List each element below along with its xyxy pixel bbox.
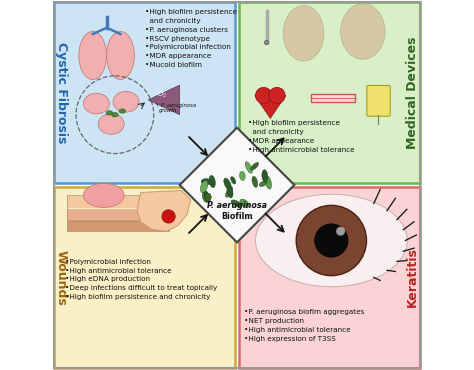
Ellipse shape	[341, 4, 385, 59]
Circle shape	[296, 205, 366, 276]
Ellipse shape	[204, 192, 210, 203]
Ellipse shape	[83, 93, 109, 114]
Ellipse shape	[262, 169, 268, 182]
Polygon shape	[148, 85, 180, 115]
FancyBboxPatch shape	[367, 85, 390, 116]
Ellipse shape	[111, 112, 118, 117]
Circle shape	[315, 224, 348, 257]
Text: •High biofilm persistence
  and chronicity
•P. aeruginosa clusters
•RSCV phenoty: •High biofilm persistence and chronicity…	[145, 9, 237, 68]
Ellipse shape	[264, 40, 269, 45]
Circle shape	[162, 210, 175, 223]
Text: P. aeruginosa: P. aeruginosa	[207, 201, 267, 210]
Ellipse shape	[283, 6, 324, 61]
Ellipse shape	[205, 193, 211, 201]
Text: Biofilm: Biofilm	[221, 212, 253, 221]
Ellipse shape	[209, 175, 215, 188]
Ellipse shape	[119, 109, 126, 113]
Ellipse shape	[231, 200, 241, 207]
Text: growth: growth	[159, 108, 177, 113]
Text: •P. aeruginosa biofim aggregates
•NET production
•High antimicrobial tolerance
•: •P. aeruginosa biofim aggregates •NET pr…	[245, 309, 365, 342]
Ellipse shape	[226, 187, 233, 197]
Bar	[54, 187, 235, 368]
Bar	[67, 220, 170, 232]
Bar	[67, 209, 170, 221]
Ellipse shape	[239, 171, 245, 181]
Bar	[54, 2, 235, 183]
Ellipse shape	[269, 87, 285, 104]
Bar	[239, 2, 420, 183]
Bar	[239, 187, 420, 368]
Ellipse shape	[106, 111, 113, 115]
Ellipse shape	[224, 178, 231, 190]
Text: •Polymicrobial infection
•High antimicrobial tolerance
•High eDNA production
•De: •Polymicrobial infection •High antimicro…	[65, 259, 217, 300]
Ellipse shape	[113, 91, 139, 112]
Polygon shape	[255, 95, 286, 118]
Bar	[67, 195, 170, 221]
Ellipse shape	[202, 191, 209, 202]
Text: Cystic Fibrosis: Cystic Fibrosis	[55, 42, 68, 143]
Ellipse shape	[79, 31, 107, 80]
Ellipse shape	[231, 176, 236, 184]
Text: ↑ P. aeruginosa: ↑ P. aeruginosa	[155, 102, 196, 108]
Ellipse shape	[255, 87, 272, 104]
Ellipse shape	[201, 181, 208, 193]
Ellipse shape	[259, 181, 266, 186]
Ellipse shape	[107, 31, 134, 80]
Ellipse shape	[251, 162, 259, 170]
Ellipse shape	[265, 175, 272, 189]
Ellipse shape	[83, 184, 124, 208]
Ellipse shape	[201, 179, 212, 185]
Bar	[67, 196, 170, 208]
Text: $O_2$: $O_2$	[157, 90, 168, 100]
Ellipse shape	[98, 114, 124, 134]
Ellipse shape	[255, 194, 407, 287]
Polygon shape	[148, 85, 180, 115]
Bar	[311, 94, 356, 102]
Text: Medical Devices: Medical Devices	[406, 36, 419, 149]
Circle shape	[336, 227, 345, 236]
Polygon shape	[180, 128, 294, 242]
Text: Keratitis: Keratitis	[406, 248, 419, 307]
Ellipse shape	[252, 176, 258, 187]
Ellipse shape	[240, 199, 249, 208]
Polygon shape	[137, 191, 191, 231]
Ellipse shape	[245, 162, 252, 173]
Text: •High biofilm persistence
  and chronicity
•MDR appearance
•High antimicrobial t: •High biofilm persistence and chronicity…	[248, 120, 355, 153]
Ellipse shape	[227, 186, 233, 198]
Text: Wounds: Wounds	[55, 250, 68, 305]
